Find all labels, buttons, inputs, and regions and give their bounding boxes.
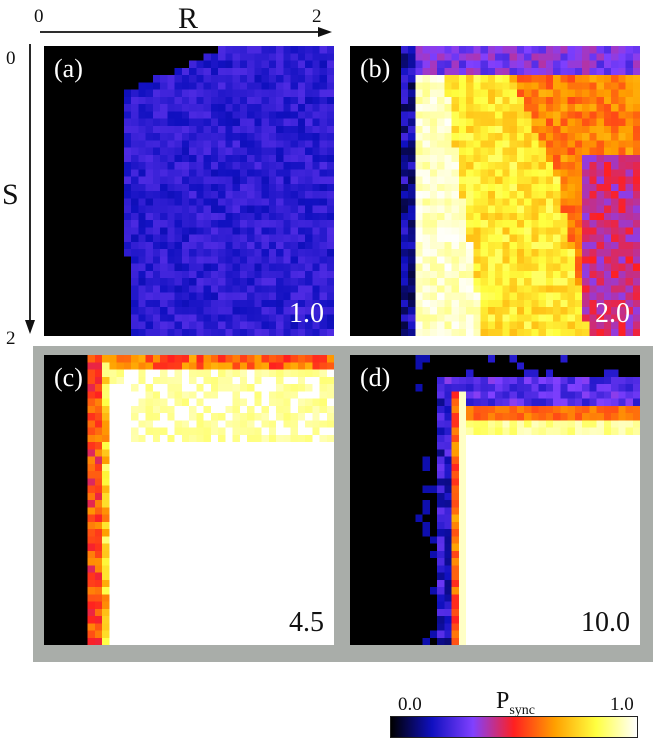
panel-label-c: (c) [54, 363, 83, 392]
heatmap-panel-c: (c) 4.5 [44, 355, 334, 645]
panel-label-d: (d) [360, 363, 391, 392]
panel-value-c: 4.5 [289, 607, 324, 638]
colorbar-title-main: P [496, 688, 510, 714]
panel-value-a: 1.0 [289, 298, 324, 329]
colorbar-title: Psync [496, 688, 535, 719]
heatmap-panel-d: (d) 10.0 [350, 355, 640, 645]
colorbar-max-label: 1.0 [610, 694, 634, 715]
heatmap-cells-a [44, 46, 334, 336]
heatmap-cells-c [44, 355, 334, 645]
panel-value-b: 2.0 [595, 298, 630, 329]
heatmap-panel-a: (a) 1.0 [44, 46, 334, 336]
x-tick-max: 2 [312, 6, 322, 27]
panel-value-d: 10.0 [581, 607, 630, 638]
x-axis-arrow [40, 27, 332, 37]
heatmap-panel-b: (b) 2.0 [350, 46, 640, 336]
heatmap-cells-b [350, 46, 640, 336]
colorbar-min-label: 0.0 [398, 694, 422, 715]
y-axis-arrow [25, 44, 35, 334]
x-tick-min: 0 [34, 6, 44, 27]
colorbar [390, 716, 638, 738]
panel-label-a: (a) [54, 54, 83, 83]
y-axis-label: S [2, 178, 19, 211]
y-tick-min: 0 [6, 48, 16, 69]
panel-label-b: (b) [360, 54, 391, 83]
y-tick-max: 2 [6, 328, 16, 349]
colorbar-title-sub: sync [509, 702, 536, 718]
heatmap-cells-d [350, 355, 640, 645]
x-axis-label: R [178, 2, 199, 35]
